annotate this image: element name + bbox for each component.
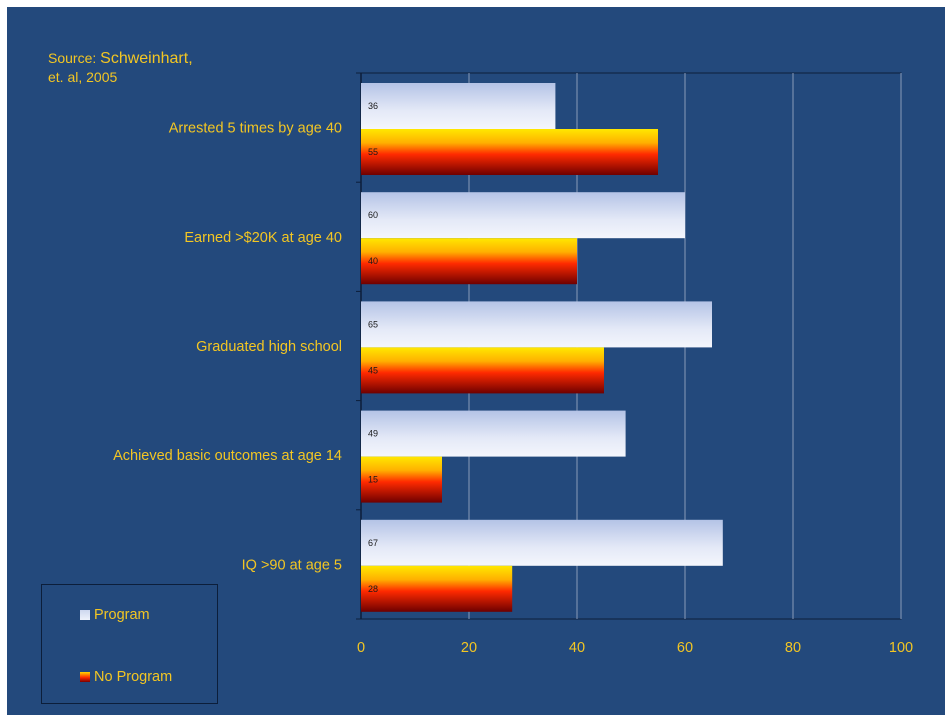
bar-no-program	[361, 129, 658, 175]
category-label: Graduated high school	[196, 339, 342, 355]
x-tick-label: 40	[569, 640, 585, 656]
data-label-program: 65	[368, 319, 378, 329]
bar-program	[361, 301, 712, 348]
bar-program	[361, 519, 723, 566]
x-tick-label: 20	[461, 640, 477, 656]
category-label: IQ >90 at age 5	[242, 557, 342, 573]
x-tick-label: 80	[785, 640, 801, 656]
x-tick-label: 0	[357, 640, 365, 656]
data-label-no-program: 28	[368, 584, 378, 594]
legend-swatch-program	[80, 610, 90, 620]
data-label-no-program: 55	[368, 147, 378, 157]
source-citation: Source: Schweinhart, et. al, 2005	[48, 49, 193, 87]
data-label-no-program: 45	[368, 365, 378, 375]
bar-no-program	[361, 565, 513, 612]
labels: 0 20 40 60 80 100 Arrested 5 times by age 40 36…	[113, 101, 913, 656]
bars	[361, 83, 723, 612]
data-label-no-program: 40	[368, 256, 378, 266]
data-label-program: 36	[368, 101, 378, 111]
bar-program	[361, 410, 626, 457]
bar-no-program	[361, 456, 442, 503]
x-tick-label: 100	[889, 640, 913, 656]
source-etal: et. al,	[48, 69, 83, 85]
bar-no-program	[361, 238, 577, 285]
legend-swatch-no-program	[80, 672, 90, 682]
category-label: Achieved basic outcomes at age 14	[113, 448, 342, 464]
legend: Program No Program	[41, 584, 218, 704]
source-author: Schweinhart,	[100, 50, 193, 67]
data-label-program: 60	[368, 210, 378, 220]
bar-program	[361, 83, 556, 129]
bar-no-program	[361, 347, 604, 394]
legend-item-no-program: No Program	[80, 669, 172, 685]
data-label-program: 67	[368, 538, 378, 548]
data-label-no-program: 15	[368, 475, 378, 485]
source-prefix: Source:	[48, 50, 97, 66]
category-label: Arrested 5 times by age 40	[169, 121, 342, 137]
source-year: 2005	[86, 69, 118, 85]
bar-program	[361, 192, 685, 239]
category-label: Earned >$20K at age 40	[184, 230, 342, 246]
x-tick-label: 60	[677, 640, 693, 656]
legend-label-program: Program	[94, 607, 150, 623]
data-label-program: 49	[368, 429, 378, 439]
legend-label-no-program: No Program	[94, 669, 173, 685]
legend-item-program: Program	[80, 607, 150, 623]
